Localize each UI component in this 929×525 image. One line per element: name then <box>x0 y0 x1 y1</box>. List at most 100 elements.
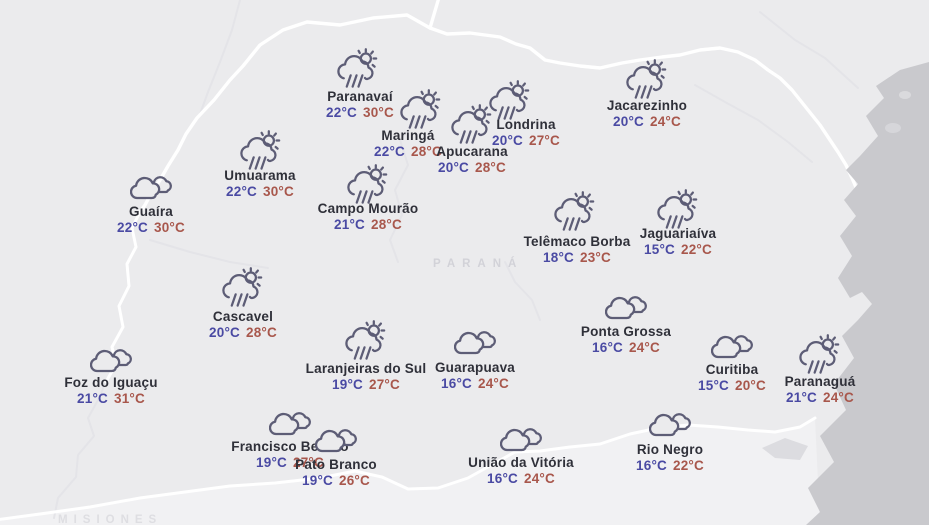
city-name: Campo Mourão <box>317 201 419 216</box>
temp-min: 22°C <box>117 220 148 235</box>
city-temps: 22°C 30°C <box>224 184 295 199</box>
city-label: Guaíra 22°C 30°C <box>117 204 185 235</box>
temp-max: 27°C <box>368 377 400 392</box>
temp-min: 16°C <box>441 376 472 391</box>
temp-min: 16°C <box>487 471 518 486</box>
temp-min: 22°C <box>326 105 357 120</box>
city-temps: 21°C 24°C <box>785 390 856 405</box>
city-temps: 22°C 30°C <box>326 105 394 120</box>
cloudy-icon <box>130 174 172 202</box>
rain-sun-icon <box>399 89 444 132</box>
cloudy-icon <box>500 426 542 454</box>
city-label: Maringá 22°C 28°C <box>374 128 442 159</box>
cloudy-icon <box>649 411 691 439</box>
city-name: Apucarana <box>436 144 508 159</box>
region-label-misiones: MISIONES <box>58 514 163 525</box>
temp-min: 21°C <box>77 391 108 406</box>
city-label: Jaguariaíva 15°C 22°C <box>640 226 717 257</box>
temp-max: 22°C <box>673 458 704 473</box>
cloudy-icon <box>605 294 647 322</box>
temp-max: 24°C <box>523 471 555 486</box>
temp-min: 19°C <box>332 377 363 392</box>
city-name: Paranavaí <box>327 89 393 104</box>
city-label: Umuarama 22°C 30°C <box>224 168 295 199</box>
temp-max: 22°C <box>681 242 712 257</box>
city-label: Foz do Iguaçu 21°C 31°C <box>64 375 157 406</box>
temp-max: 26°C <box>339 473 370 488</box>
city-label: Ponta Grossa 16°C 24°C <box>581 324 671 355</box>
city-label: Campo Mourão 21°C 28°C <box>318 201 419 232</box>
city-name: Umuarama <box>224 168 296 183</box>
temp-max: 30°C <box>154 220 185 235</box>
rain-sun-icon <box>344 320 389 363</box>
temp-max: 28°C <box>246 325 277 340</box>
temp-max: 30°C <box>262 184 294 199</box>
city-label: Apucarana 20°C 28°C <box>436 144 508 175</box>
city-name: Jaguariaíva <box>639 226 717 241</box>
temp-max: 20°C <box>735 378 766 393</box>
temp-min: 20°C <box>613 114 644 129</box>
city-temps: 22°C 30°C <box>117 220 185 235</box>
temp-max: 24°C <box>649 114 681 129</box>
temp-min: 15°C <box>644 242 675 257</box>
temp-min: 16°C <box>592 340 623 355</box>
city-temps: 15°C 22°C <box>640 242 717 257</box>
city-label: Paranavaí 22°C 30°C <box>326 89 394 120</box>
temp-max: 27°C <box>529 133 560 148</box>
city-name: Foz do Iguaçu <box>64 375 158 390</box>
city-label: Jacarezinho 20°C 24°C <box>607 98 687 129</box>
region-label-parana: PARANÁ <box>433 258 524 270</box>
city-temps: 19°C 27°C <box>306 377 427 392</box>
city-label: União da Vitória 16°C 24°C <box>468 455 574 486</box>
city-label: Paranaguá 21°C 24°C <box>785 374 856 405</box>
city-name: Paranaguá <box>784 374 856 389</box>
city-name: Rio Negro <box>636 442 704 457</box>
rain-sun-icon <box>798 334 843 377</box>
city-temps: 21°C 31°C <box>64 391 157 406</box>
city-label: Rio Negro 16°C 22°C <box>636 442 704 473</box>
city-name: Ponta Grossa <box>580 324 672 339</box>
city-name: Curitiba <box>705 362 759 377</box>
city-label: Londrina 20°C 27°C <box>492 117 560 148</box>
city-temps: 15°C 20°C <box>698 378 766 393</box>
rain-sun-icon <box>239 130 284 173</box>
city-temps: 16°C 22°C <box>636 458 704 473</box>
temp-max: 24°C <box>477 376 509 391</box>
city-label: Laranjeiras do Sul 19°C 27°C <box>306 361 427 392</box>
rain-sun-icon <box>450 104 495 147</box>
temp-max: 30°C <box>363 105 394 120</box>
rain-sun-icon <box>221 267 266 310</box>
cloudy-icon <box>315 427 357 455</box>
cloudy-icon <box>711 333 753 361</box>
temp-min: 18°C <box>543 250 574 265</box>
rain-sun-icon <box>553 191 598 234</box>
city-name: Cascavel <box>212 309 274 324</box>
city-name: União da Vitória <box>468 455 574 470</box>
temp-min: 20°C <box>492 133 523 148</box>
rain-sun-icon <box>625 59 670 102</box>
temp-min: 19°C <box>256 455 287 470</box>
cloudy-icon <box>454 329 496 357</box>
city-name: Guaíra <box>129 204 173 219</box>
city-label: Curitiba 15°C 20°C <box>698 362 766 393</box>
city-label: Cascavel 20°C 28°C <box>209 309 277 340</box>
temp-max: 28°C <box>411 144 442 159</box>
city-label: Telêmaco Borba 18°C 23°C <box>524 234 631 265</box>
city-temps: 20°C 24°C <box>607 114 687 129</box>
temp-min: 22°C <box>226 184 257 199</box>
temp-min: 22°C <box>374 144 405 159</box>
temp-min: 19°C <box>302 473 333 488</box>
temp-max: 24°C <box>629 340 660 355</box>
city-temps: 16°C 24°C <box>435 376 515 391</box>
temp-max: 31°C <box>114 391 145 406</box>
city-name: Maringá <box>381 128 435 143</box>
rain-sun-icon <box>336 48 381 91</box>
city-name: Londrina <box>496 117 556 132</box>
city-temps: 16°C 24°C <box>581 340 671 355</box>
cloudy-icon <box>90 347 132 375</box>
city-temps: 19°C 27°C <box>231 455 348 470</box>
city-temps: 21°C 28°C <box>318 217 419 232</box>
temp-min: 21°C <box>334 217 365 232</box>
